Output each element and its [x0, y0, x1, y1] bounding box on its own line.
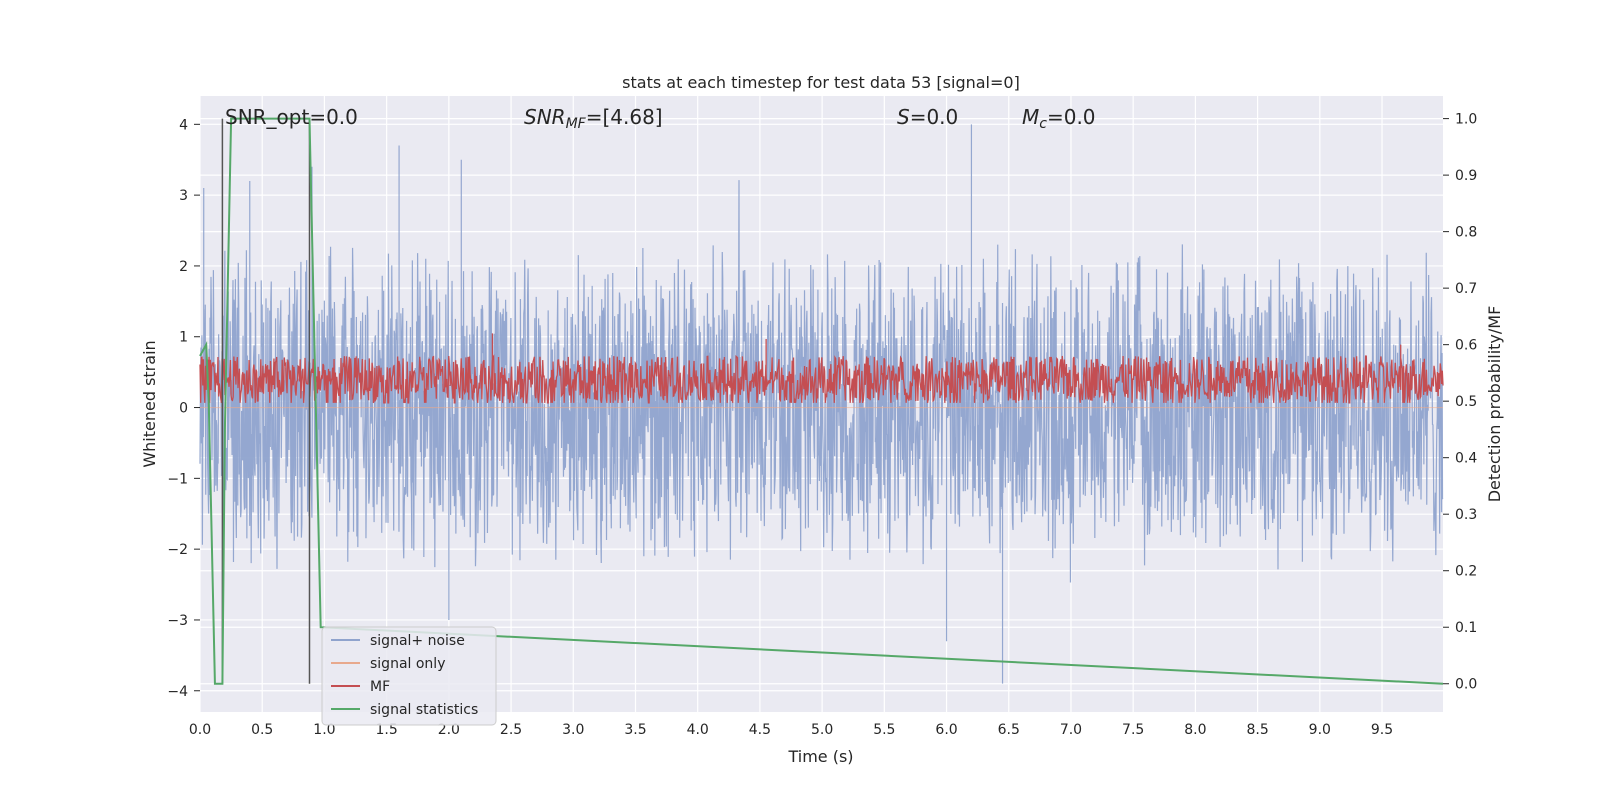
x-tick-label: 7.5 — [1122, 722, 1144, 738]
y-right-tick-label: 0.8 — [1455, 225, 1477, 241]
x-tick-label: 8.0 — [1184, 722, 1206, 738]
y-right-tick-label: 0.2 — [1455, 564, 1477, 580]
x-tick-label: 1.0 — [313, 722, 335, 738]
legend-label-signal-only: signal only — [370, 656, 445, 672]
annotation-s: S=0.0 — [897, 105, 958, 129]
legend-label-signal-statistics: signal statistics — [370, 702, 478, 718]
y-right-tick-label: 0.9 — [1455, 168, 1477, 184]
y-left-tick-label: −1 — [167, 471, 188, 487]
x-tick-label: 5.5 — [873, 722, 895, 738]
y-axis-left-label: Whitened strain — [140, 340, 159, 467]
signal-statistics-line — [199, 117, 1444, 685]
x-tick-label: 6.5 — [998, 722, 1020, 738]
y-right-tick-label: 0.6 — [1455, 338, 1477, 354]
legend-label-signal-noise: signal+ noise — [370, 633, 465, 649]
x-tick-label: 2.5 — [500, 722, 522, 738]
y-right-tick-label: 0.1 — [1455, 620, 1477, 636]
x-tick-label: 3.0 — [562, 722, 584, 738]
y-left-tick-label: 3 — [179, 188, 188, 204]
ticks: 0.0 0.5 1.0 1.5 2.0 2.5 3.0 3.5 4.0 4.5 5.0 5.5 6.0 6… — [167, 112, 1477, 738]
annotation-snr-mf: SNRMF=[4.68] — [524, 105, 663, 132]
legend-box — [321, 626, 497, 726]
x-tick-label: 4.0 — [687, 722, 709, 738]
x-tick-label: 3.5 — [624, 722, 646, 738]
y-right-tick-label: 0.5 — [1455, 394, 1477, 410]
signal-noise-series — [199, 124, 1444, 684]
x-tick-label: 6.0 — [935, 722, 957, 738]
x-tick-label: 4.5 — [749, 722, 771, 738]
x-axis-label: Time (s) — [787, 747, 853, 766]
y-right-tick-label: 0.4 — [1455, 451, 1477, 467]
x-tick-label: 5.0 — [811, 722, 833, 738]
x-tick-label: 8.5 — [1246, 722, 1268, 738]
x-tick-label: 9.0 — [1309, 722, 1331, 738]
signal-statistics-series — [199, 117, 1444, 685]
legend-label-mf: MF — [370, 679, 390, 695]
y-left-tick-label: 1 — [179, 330, 188, 346]
annotation-mc: Mc=0.0 — [1022, 105, 1096, 132]
y-left-tick-label: −4 — [167, 684, 188, 700]
chart-title: stats at each timestep for test data 53 … — [622, 73, 1020, 92]
x-tick-label: 7.0 — [1060, 722, 1082, 738]
legend: signal+ noise signal only MF signal stat… — [321, 626, 497, 726]
x-tick-label: 0.0 — [189, 722, 211, 738]
y-right-tick-label: 1.0 — [1455, 112, 1477, 128]
y-left-tick-label: 4 — [179, 117, 188, 133]
y-left-tick-label: 2 — [179, 259, 188, 275]
x-tick-label: 0.5 — [251, 722, 273, 738]
y-right-tick-label: 0.7 — [1455, 281, 1477, 297]
annotation-snr-opt: SNR_opt=0.0 — [225, 105, 358, 129]
y-left-tick-label: 0 — [179, 401, 188, 417]
x-tick-label: 2.0 — [438, 722, 460, 738]
y-right-tick-label: 0.0 — [1455, 677, 1477, 693]
y-left-tick-label: −3 — [167, 613, 188, 629]
x-tick-label: 9.5 — [1371, 722, 1393, 738]
y-right-tick-label: 0.3 — [1455, 507, 1477, 523]
y-axis-right-label: Detection probability/MF — [1485, 306, 1504, 503]
y-left-tick-label: −2 — [167, 542, 188, 558]
signal-noise-line — [199, 124, 1444, 684]
x-tick-label: 1.5 — [376, 722, 398, 738]
